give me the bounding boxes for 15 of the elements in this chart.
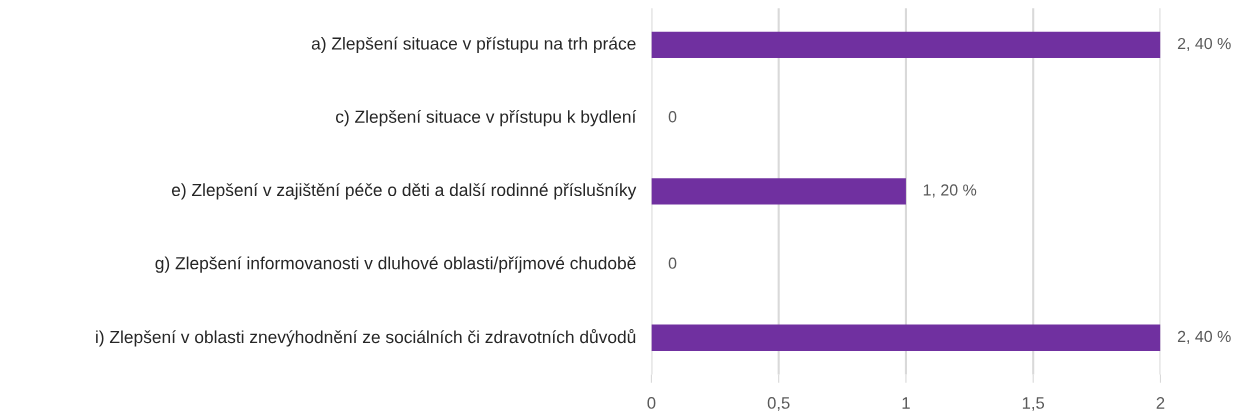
x-tick-label: 1,5: [1022, 397, 1045, 411]
data-label: 1, 20 %: [923, 184, 977, 198]
x-tick-label: 2: [1156, 397, 1165, 409]
data-label: 2, 40 %: [1177, 37, 1231, 52]
y-tick-label: a) Zlepšení situace v přístupu na trh práce: [311, 36, 636, 54]
x-tick-label: 1: [902, 397, 910, 409]
y-tick-label: c) Zlepšení situace v přístupu k bydlení: [335, 109, 637, 127]
data-label: 0: [668, 257, 677, 269]
x-tick-label: 0: [647, 397, 656, 409]
data-label: 0: [668, 111, 677, 123]
y-tick-label: e) Zlepšení v zajištění péče o děti a další rodinné příslušníky: [171, 183, 637, 200]
y-tick-label: g) Zlepšení informovanosti v dluhové oblasti/příjmové chudobě: [155, 256, 636, 273]
data-label: 2, 40 %: [1177, 330, 1231, 344]
y-tick-label: i) Zlepšení v oblasti znevýhodnění ze sociálních či zdravotních důvodů: [96, 328, 636, 347]
x-tick-label: 0,5: [767, 397, 790, 411]
